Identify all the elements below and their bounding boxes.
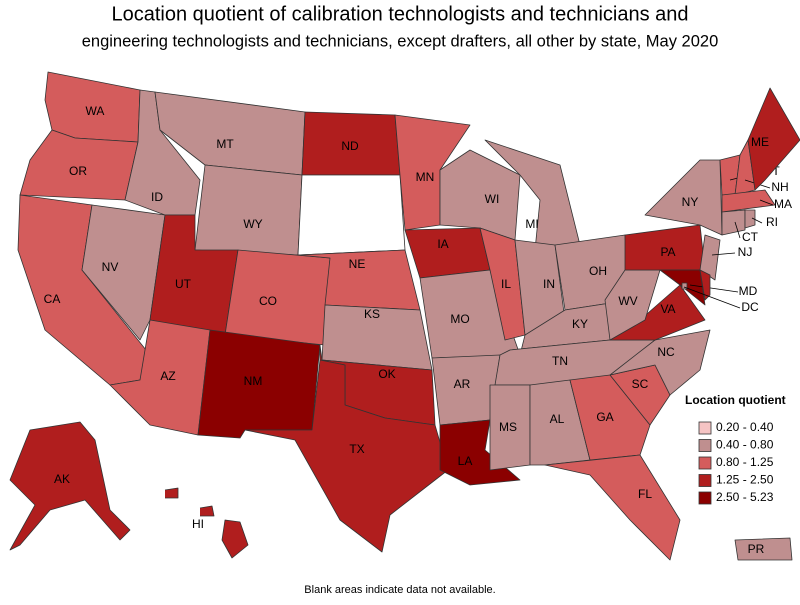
state-shape [604,269,661,341]
state-shape [244,359,449,553]
legend-label: 2.50 - 5.23 [716,490,774,504]
state-shape [699,269,711,301]
state-shape [81,204,166,341]
leader-line [683,286,741,309]
legend-title: Location quotient [685,393,786,407]
state-label: IN [543,277,555,291]
state-label: HI [192,517,204,531]
state-label: KY [572,317,588,331]
legend-label: 1.25 - 2.50 [716,473,774,487]
state-label: NY [682,195,699,209]
state-label: AZ [160,369,175,383]
state-shape [659,269,706,306]
state-label: CO [259,294,277,308]
state-label: MN [416,170,435,184]
state-label: MA [774,197,792,211]
title-line: Location quotient of calibration technol… [111,3,688,25]
note: Blank areas indicate data not available. [304,584,495,596]
legend-swatch [698,456,712,470]
state-label: ME [751,135,769,149]
state-label: WV [618,294,637,308]
state-label: AK [54,472,70,486]
state-label: CT [742,230,759,244]
leader-line [751,217,763,224]
state-label: UT [175,277,192,291]
state-label: NC [657,345,675,359]
state-label: PA [660,245,675,259]
state-label: DC [741,300,759,314]
state-label: NV [102,260,119,274]
state-label: WY [243,217,262,231]
state-label: WA [86,104,105,118]
state-label: ND [341,139,359,153]
state-shape [569,374,651,461]
legend-swatch [698,439,712,452]
state-label: OK [378,367,395,381]
state-shape [699,234,721,281]
state-label: GA [596,410,613,424]
state-shape [544,454,681,561]
legend-swatch [698,491,712,505]
state-label: TN [552,354,568,368]
state-label: MS [499,420,517,434]
state-shape [721,189,776,213]
state-label: VA [660,302,675,316]
state-label: KS [364,307,380,321]
state-label: MI [525,217,538,231]
leader-line [689,284,739,293]
state-shape [644,159,723,236]
leader-line [759,199,774,206]
state-label: WI [485,192,500,206]
state-label: NH [771,180,788,194]
leader-line [734,221,741,239]
state-shape [297,174,406,256]
state-label: MT [216,137,234,151]
state-shape [9,421,131,551]
state-label: NM [244,374,263,388]
state-label: PR [748,542,765,556]
state-label: MD [739,284,758,298]
state-label: LA [458,454,473,468]
state-shape [721,209,746,236]
state-label: SC [632,377,649,391]
state-label: NJ [738,245,753,259]
state-label: CA [44,292,61,306]
legend-swatch [698,474,712,487]
state-shape [747,87,800,191]
state-label: IL [501,277,511,291]
legend-label: 0.40 - 0.80 [716,438,774,452]
state-shape [479,227,526,341]
state-label: OH [589,264,607,278]
state-label: AR [454,377,471,391]
legend-label: 0.20 - 0.40 [716,420,774,434]
state-label: MO [450,312,469,326]
state-shape [404,227,491,279]
state-shape [224,249,331,346]
state-label: RI [766,215,778,229]
state-label: ID [151,190,163,204]
state-shape [164,487,249,559]
state-label: FL [638,487,652,501]
legend-label: 0.80 - 1.25 [716,455,774,469]
state-label: NE [349,257,366,271]
state-shape [194,164,303,256]
legend-swatch [698,421,712,435]
state-shape [744,209,756,229]
leader-line [711,252,736,256]
state-label: TX [349,442,364,456]
state-label: AL [550,412,565,426]
title-line: engineering technologists and technician… [82,32,719,50]
state-label: IA [437,237,448,251]
state-shape [734,537,793,561]
state-label: OR [69,164,87,178]
